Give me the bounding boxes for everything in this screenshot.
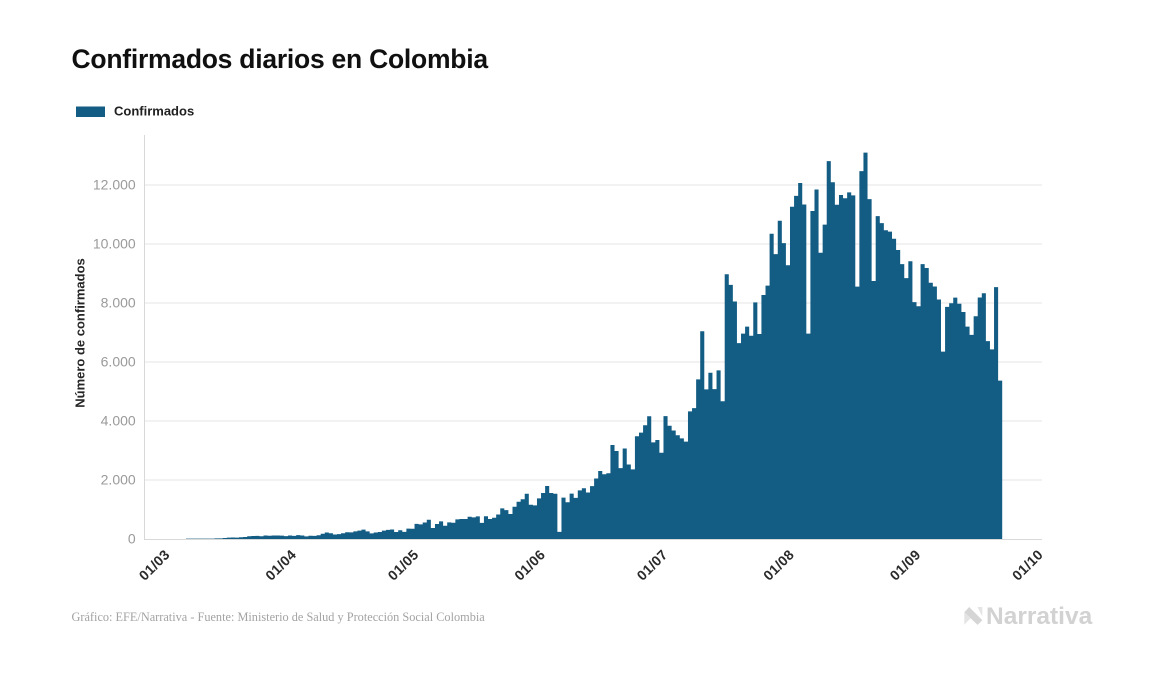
svg-text:12.000: 12.000 xyxy=(93,177,136,193)
svg-text:Confirmados: Confirmados xyxy=(114,104,194,119)
svg-text:Confirmados diarios en Colombi: Confirmados diarios en Colombia xyxy=(72,44,489,74)
svg-text:Gráfico: EFE/Narrativa - Fuent: Gráfico: EFE/Narrativa - Fuente: Ministe… xyxy=(72,610,486,624)
svg-text:6.000: 6.000 xyxy=(101,354,136,370)
svg-text:2.000: 2.000 xyxy=(101,472,136,488)
svg-text:Narrativa: Narrativa xyxy=(986,603,1093,630)
svg-text:8.000: 8.000 xyxy=(101,295,136,311)
svg-text:Número de confirmados: Número de confirmados xyxy=(73,258,88,408)
svg-text:4.000: 4.000 xyxy=(101,413,136,429)
svg-text:10.000: 10.000 xyxy=(93,236,136,252)
svg-text:0: 0 xyxy=(128,531,136,547)
